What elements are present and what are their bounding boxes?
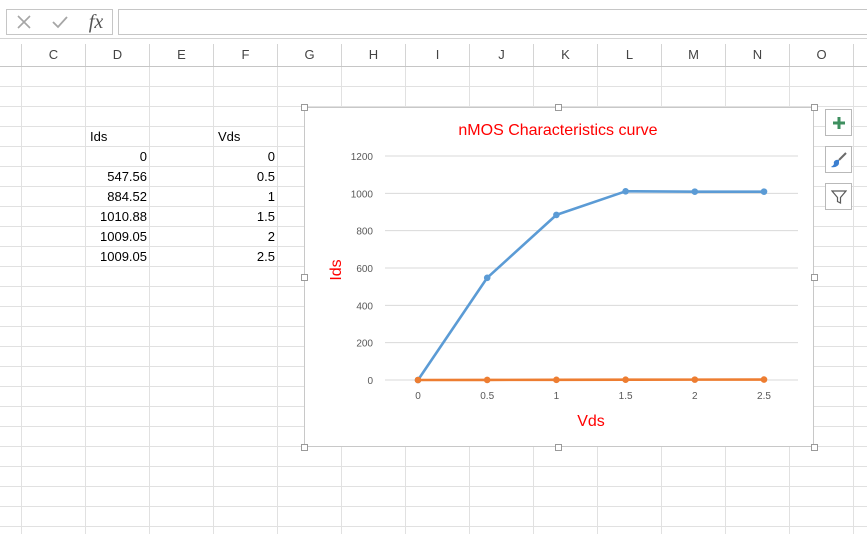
ids-cell[interactable]: 1009.05 [100,249,147,264]
vds-cell[interactable]: 0.5 [256,169,275,184]
resize-handle-bottom-right[interactable] [811,444,818,451]
vds-cell[interactable]: 2.5 [256,249,275,264]
column-header-n[interactable]: N [726,44,790,66]
column-header-f[interactable]: F [214,44,278,66]
data-point [622,376,629,384]
grid-column-line [85,67,86,534]
series-line [416,190,764,381]
y-tick-label: 600 [356,264,373,275]
data-point [553,376,560,384]
chart-styles-button[interactable] [825,146,852,173]
chart[interactable]: nMOS Characteristics curve 0 200 400 600 800 1… [304,107,814,447]
vds-cell[interactable]: 2 [267,229,275,244]
data-point [760,188,768,195]
x-tick-label: 2.5 [757,391,771,402]
grid-column-line [149,67,150,534]
select-all-corner[interactable] [0,44,22,66]
grid-column-line [213,67,214,534]
grid-column-line [21,67,22,534]
column-header-g[interactable]: G [278,44,342,66]
x-axis-title: Vds [577,413,605,430]
ids-cell[interactable]: 1010.88 [100,209,147,224]
cell-f4-header-vds[interactable]: Vds [218,129,241,144]
resize-handle-top[interactable] [555,104,562,111]
paintbrush-icon [830,151,847,167]
chart-title: nMOS Characteristics curve [458,122,657,139]
ids-cell[interactable]: 547.56 [107,169,147,184]
x-tick-label: 0 [415,391,421,402]
y-tick-label: 200 [356,339,373,350]
resize-handle-top-left[interactable] [301,104,308,111]
y-axis-title: Ids [328,259,345,280]
resize-handle-top-right[interactable] [811,104,818,111]
y-tick-label: 1200 [351,152,374,163]
data-point [483,376,491,384]
vds-cell[interactable]: 1 [267,189,275,204]
grid-row-line [0,466,867,467]
column-header-c[interactable]: C [22,44,86,66]
column-header-row: C D E F G H I J K L M N O [0,44,867,67]
x-tick-label: 1.5 [619,391,633,402]
vds-cell[interactable]: 1.5 [256,209,275,224]
y-tick-label: 400 [356,301,373,312]
data-point [760,376,768,383]
formula-input[interactable] [118,9,867,35]
checkmark-icon[interactable] [45,10,75,34]
column-header-j[interactable]: J [470,44,534,66]
column-header-e[interactable]: E [150,44,214,66]
resize-handle-bottom-left[interactable] [301,444,308,451]
column-header-d[interactable]: D [86,44,150,66]
column-header-l[interactable]: L [598,44,662,66]
grid-row-line [0,86,867,87]
column-header-m[interactable]: M [662,44,726,66]
resize-handle-bottom[interactable] [555,444,562,451]
data-point [691,376,699,383]
formula-buttons: fx [6,9,113,35]
grid-row-line [0,486,867,487]
filter-icon [830,189,847,204]
y-tick-label: 0 [367,376,373,387]
insert-function-button[interactable]: fx [81,10,111,34]
chart-filters-button[interactable] [825,183,852,210]
vds-cell[interactable]: 0 [267,149,275,164]
column-header-o[interactable]: O [790,44,854,66]
data-point [622,188,629,195]
x-tick-label: 0.5 [480,391,494,402]
y-tick-label: 1000 [351,189,374,200]
column-header-k[interactable]: K [534,44,598,66]
x-icon[interactable] [9,10,39,34]
x-tick-label: 2 [692,391,698,402]
y-tick-label: 800 [356,227,373,238]
data-point [553,211,560,219]
formula-bar: fx [0,0,867,39]
grid-row-line [0,506,867,507]
grid-row-line [0,106,867,107]
ids-cell[interactable]: 884.52 [107,189,147,204]
chart-elements-button[interactable] [825,109,852,136]
grid-row-line [0,526,867,527]
resize-handle-left[interactable] [301,274,308,281]
data-point [483,274,491,282]
cell-d4-header-ids[interactable]: Ids [90,129,108,144]
grid-column-line [277,67,278,534]
data-point [691,188,699,195]
chart-plot: nMOS Characteristics curve 0 200 400 600 800 1… [328,122,798,430]
plus-icon [832,116,845,129]
x-tick-label: 1 [554,391,560,402]
ids-cell[interactable]: 1009.05 [100,229,147,244]
data-point [414,376,422,384]
grid-column-line [853,67,854,534]
resize-handle-right[interactable] [811,274,818,281]
ids-cell[interactable]: 0 [139,149,147,164]
fx-icon: fx [88,11,104,33]
column-header-h[interactable]: H [342,44,406,66]
column-header-i[interactable]: I [406,44,470,66]
